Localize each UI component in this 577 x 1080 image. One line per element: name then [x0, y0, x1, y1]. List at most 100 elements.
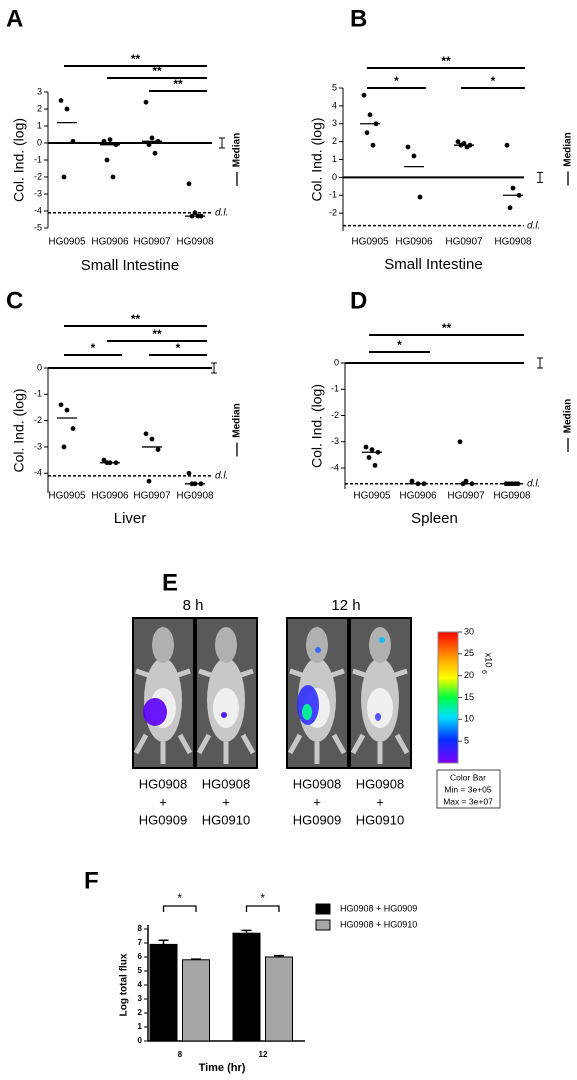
x-tick-label: HG0905 — [48, 237, 86, 248]
signal-spot — [375, 713, 381, 721]
data-point — [155, 447, 161, 452]
y-axis-label: Col. Ind. (log) — [309, 117, 325, 201]
significance-label: ** — [173, 77, 183, 91]
animal-head — [306, 627, 328, 663]
legend-swatch — [315, 903, 331, 915]
animal-legs — [350, 668, 410, 764]
data-point — [107, 137, 113, 143]
i-beam — [537, 357, 543, 369]
y-tick-label: -3 — [34, 441, 42, 451]
y-tick-label: 5 — [138, 966, 143, 975]
color-bar-tick-label: 20 — [464, 670, 474, 680]
x-tick-label: HG0906 — [399, 491, 437, 502]
data-point — [366, 455, 372, 460]
x-axis-label: Small Intestine — [81, 257, 179, 274]
x-tick-label: HG0908 — [493, 491, 531, 502]
detection-label: d.l. — [527, 220, 540, 231]
data-point — [370, 142, 376, 148]
caption: HG0908 — [356, 776, 404, 791]
data-point — [364, 130, 370, 136]
y-tick-label: 6 — [138, 952, 143, 961]
bar — [182, 959, 210, 1042]
data-point — [70, 426, 76, 431]
y-tick-label: 0 — [138, 1036, 143, 1045]
signal-spot — [302, 704, 312, 720]
animal-legs — [133, 668, 193, 764]
significance-label: * — [491, 74, 496, 88]
data-point — [372, 462, 378, 468]
caption: + — [313, 794, 321, 809]
panel-letter: C — [6, 287, 23, 314]
data-point — [110, 174, 116, 180]
y-tick-label: 0 — [37, 137, 42, 147]
color-bar-box-text: Min = 3e+05 — [444, 784, 492, 794]
signal-spot — [143, 698, 167, 726]
y-tick-label: 0 — [37, 362, 42, 372]
animal-head — [152, 627, 174, 663]
signal-spot — [379, 637, 385, 643]
animal-legs — [287, 668, 347, 764]
data-point — [61, 444, 67, 450]
legend-label: Median — [563, 132, 574, 166]
animal-belly — [213, 688, 239, 728]
y-tick-label: 3 — [138, 994, 143, 1003]
significance-label: * — [260, 891, 265, 905]
data-point — [149, 436, 155, 442]
panel-letter: D — [350, 287, 367, 314]
significance-bracket — [162, 905, 197, 912]
bar — [232, 932, 261, 1042]
caption: HG0908 — [202, 776, 250, 791]
y-tick-label: 4 — [138, 980, 143, 989]
y-tick-label: -2 — [331, 410, 339, 420]
color-bar-exponent: 6 — [480, 670, 487, 674]
y-tick-label: 2 — [138, 1008, 143, 1017]
panel-letter: A — [6, 5, 23, 32]
data-point — [405, 144, 411, 150]
y-tick-label: 8 — [138, 924, 143, 933]
animal-legs — [196, 668, 256, 764]
y-tick-label: 2 — [332, 136, 337, 146]
x-tick-label: HG0905 — [48, 491, 86, 502]
y-tick-label: -4 — [331, 462, 339, 472]
data-point — [61, 174, 67, 180]
y-axis-label: Col. Ind. (log) — [309, 384, 325, 468]
data-point — [146, 142, 152, 148]
y-tick-label: 1 — [138, 1022, 143, 1031]
y-tick-label: 2 — [37, 103, 42, 113]
data-point — [369, 447, 375, 453]
data-point — [367, 112, 373, 118]
color-bar-tick-label: 30 — [464, 626, 474, 636]
y-tick-label: -1 — [34, 154, 42, 164]
data-point — [101, 138, 107, 144]
legend-swatch — [315, 919, 331, 931]
y-tick-label: -1 — [329, 190, 337, 200]
legend-label: Median — [563, 399, 574, 433]
color-bar — [437, 631, 459, 764]
data-point — [411, 153, 417, 159]
i-beam — [211, 362, 217, 374]
data-point — [70, 138, 76, 144]
data-point — [504, 142, 510, 148]
x-tick-label: HG0907 — [133, 491, 171, 502]
caption: HG0910 — [356, 812, 404, 827]
color-bar-box — [436, 769, 501, 809]
error-bar — [274, 954, 284, 957]
x-axis-label: Time (hr) — [199, 1062, 246, 1074]
significance-label: ** — [152, 64, 162, 78]
x-tick-label: HG0905 — [353, 491, 391, 502]
significance-label: * — [91, 341, 96, 355]
data-point — [417, 194, 423, 200]
data-point — [186, 181, 192, 187]
significance-label: ** — [441, 54, 451, 68]
y-tick-label: 5 — [332, 82, 337, 92]
caption: HG0909 — [293, 812, 341, 827]
y-tick-label: 0 — [334, 357, 339, 367]
y-axis-label: Log total flux — [119, 953, 130, 1016]
data-point — [152, 150, 158, 156]
x-tick-label: 12 — [259, 1050, 268, 1059]
panel-letter: F — [84, 867, 99, 894]
data-point — [143, 99, 149, 105]
i-beam — [537, 171, 543, 183]
data-point — [457, 439, 463, 445]
data-point — [58, 98, 64, 103]
